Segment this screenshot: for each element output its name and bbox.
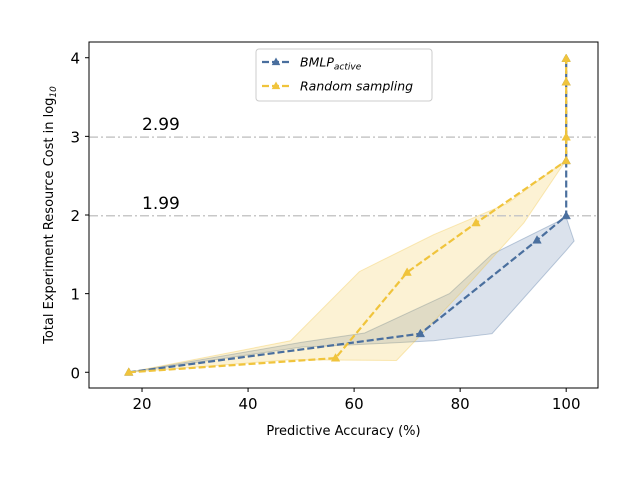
data-point-s0-3 bbox=[561, 210, 571, 220]
y-tick-label: 2 bbox=[70, 207, 80, 225]
data-point-s1-5 bbox=[561, 132, 571, 141]
x-tick-label: 40 bbox=[239, 395, 258, 413]
y-axis-label: Total Experiment Resource Cost in log10 bbox=[42, 86, 59, 345]
legend-label-text-0: BMLP bbox=[300, 55, 334, 70]
data-point-s1-2 bbox=[402, 267, 412, 276]
band-series-0 bbox=[128, 216, 575, 373]
reference-label-0: 2.99 bbox=[142, 115, 180, 135]
x-tick-label: 20 bbox=[132, 395, 151, 413]
y-axis-label-main: Total Experiment Resource Cost in log bbox=[42, 98, 57, 345]
reference-lines: 2.99 1.99 bbox=[89, 115, 598, 217]
data-point-s1-1 bbox=[330, 353, 341, 362]
x-tick-label: 60 bbox=[345, 395, 364, 413]
reference-label-1: 1.99 bbox=[142, 194, 180, 214]
y-tick-label: 3 bbox=[70, 128, 80, 146]
data-point-s1-4 bbox=[561, 155, 571, 165]
legend-label-subscript-0: active bbox=[334, 63, 362, 73]
data-point-s1-7 bbox=[561, 53, 571, 62]
x-tick-label: 80 bbox=[451, 395, 470, 413]
data-point-s1-3 bbox=[471, 217, 481, 227]
data-point-s1-6 bbox=[561, 77, 571, 86]
data-point-s0-1 bbox=[415, 328, 426, 338]
series-line-1 bbox=[128, 58, 568, 374]
legend-marker-1 bbox=[271, 81, 281, 90]
y-axis-label-subscript: 10 bbox=[49, 86, 59, 98]
axis-ticks: 20 40 60 80 100 0 1 2 3 4 bbox=[70, 50, 580, 413]
x-axis-label: Predictive Accuracy (%) bbox=[266, 424, 420, 439]
data-point-s1-0 bbox=[124, 367, 134, 376]
legend-label-1: Random sampling bbox=[300, 79, 413, 94]
legend-label-text-1: Random sampling bbox=[300, 79, 413, 94]
legend-box bbox=[255, 48, 433, 102]
y-tick-label: 0 bbox=[70, 364, 80, 382]
legend: BMLPactive Random sampling bbox=[255, 48, 433, 102]
y-tick-label: 4 bbox=[70, 50, 80, 68]
y-tick-label: 1 bbox=[70, 286, 80, 304]
series-lines bbox=[124, 53, 571, 376]
legend-marker-0 bbox=[271, 57, 281, 66]
x-tick-label: 100 bbox=[552, 395, 581, 413]
legend-label-0: BMLPactive bbox=[300, 55, 362, 73]
data-point-s0-2 bbox=[532, 235, 542, 244]
